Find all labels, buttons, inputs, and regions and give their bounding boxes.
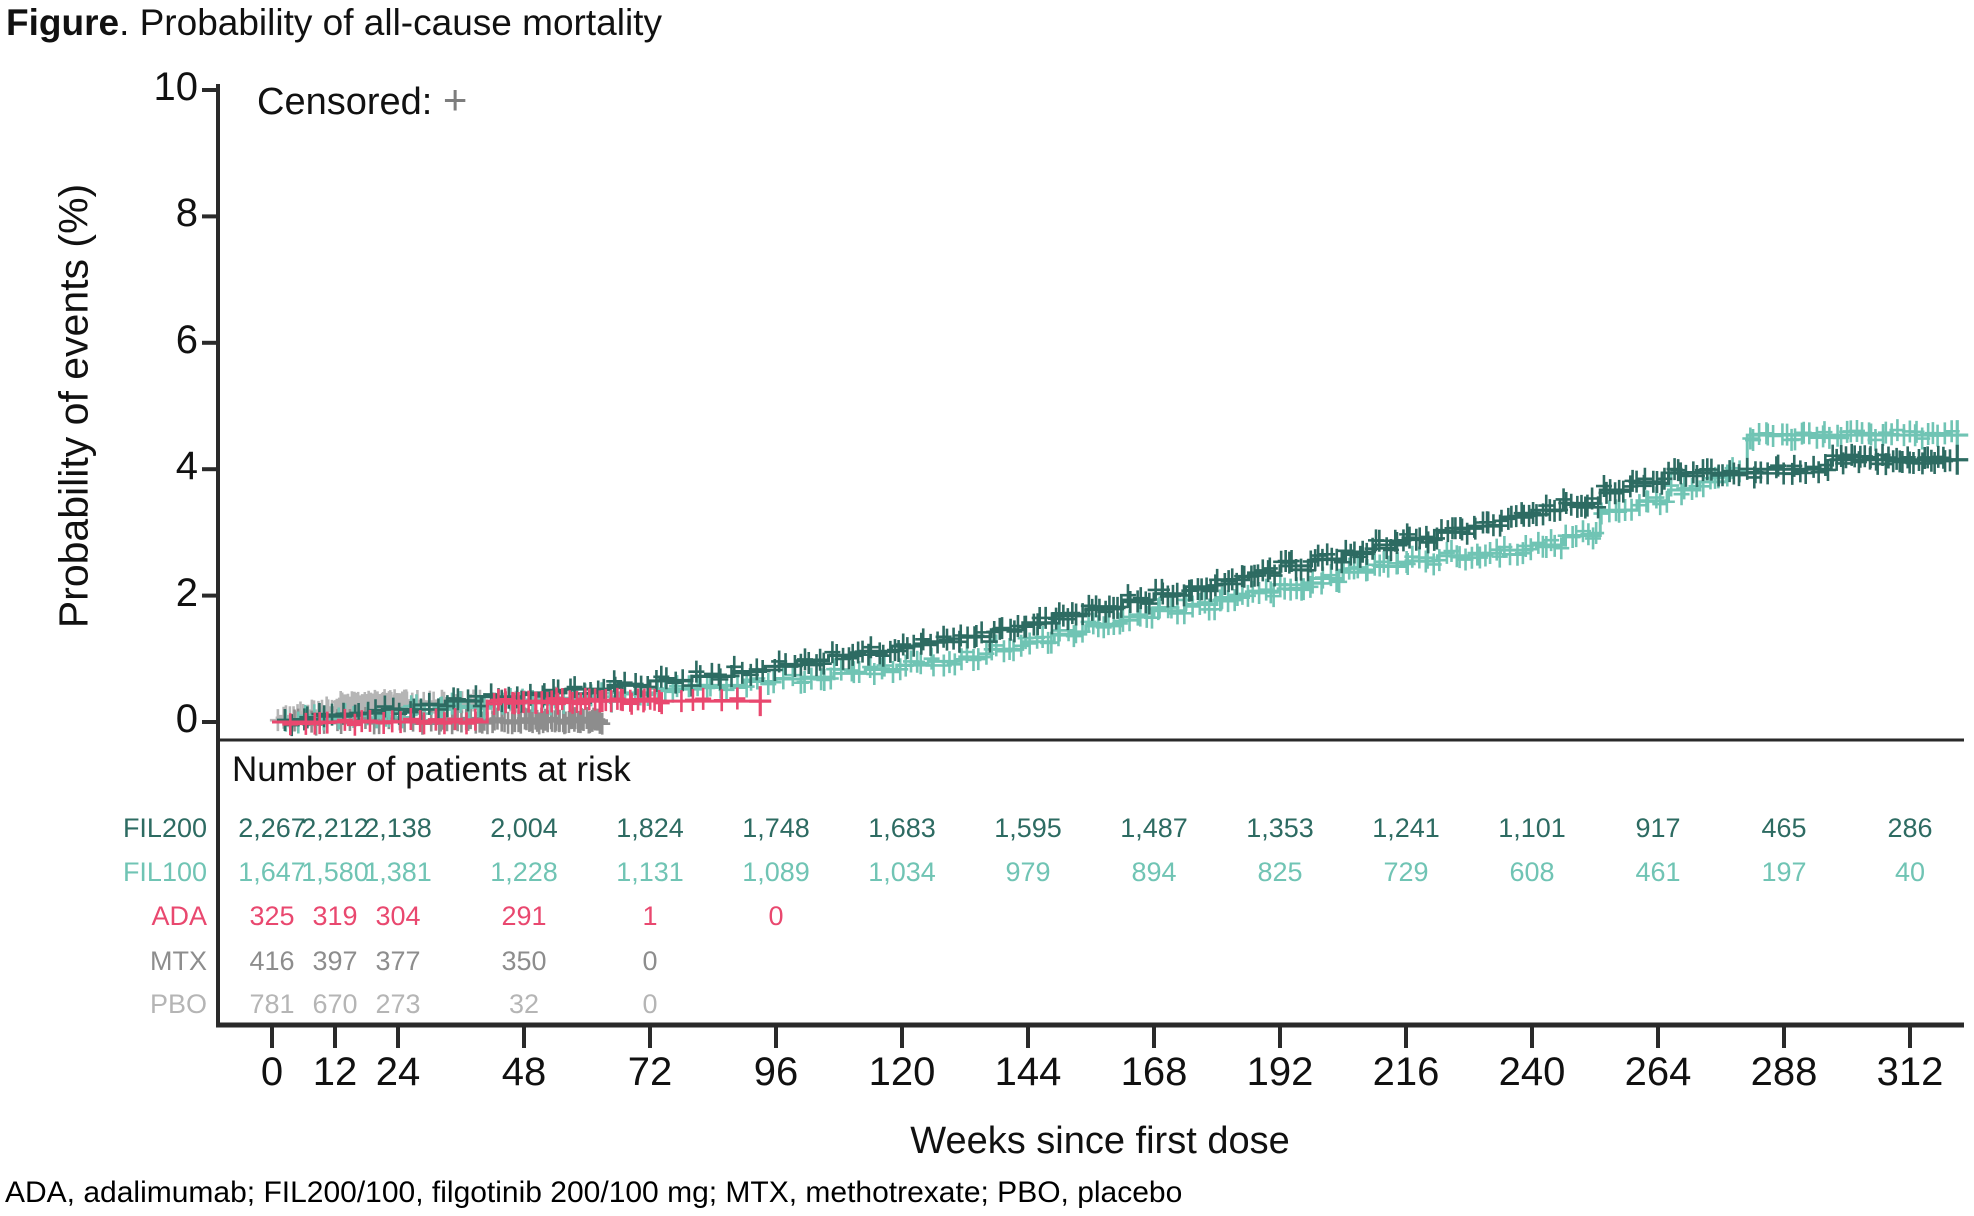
risk-value: 2,004 <box>490 813 558 843</box>
risk-value: 397 <box>312 946 358 976</box>
risk-value: 0 <box>642 989 658 1019</box>
x-tick-label: 288 <box>1750 1050 1818 1094</box>
risk-value: 2,138 <box>364 813 432 843</box>
fil100-series <box>272 419 1969 734</box>
risk-row-label-fil100: FIL100 <box>122 857 207 887</box>
risk-value: 1,824 <box>616 813 684 843</box>
fil200-terminal-censor-icon <box>1946 444 1969 475</box>
risk-value: 1,131 <box>616 857 684 887</box>
x-tick-label: 264 <box>1624 1050 1692 1094</box>
x-tick-label: 96 <box>753 1050 799 1094</box>
risk-value: 825 <box>1257 857 1303 887</box>
x-tick-label: 312 <box>1876 1050 1944 1094</box>
ada-terminal-censor-icon <box>749 686 772 717</box>
risk-value: 1,647 <box>238 857 306 887</box>
risk-value: 729 <box>1383 857 1429 887</box>
risk-value: 32 <box>508 989 540 1019</box>
risk-value: 1 <box>642 901 658 931</box>
risk-value: 1,595 <box>994 813 1062 843</box>
y-tick-label: 2 <box>175 570 198 615</box>
risk-value: 894 <box>1131 857 1177 887</box>
figure-title: Figure. Probability of all-cause mortali… <box>6 2 662 44</box>
risk-value: 0 <box>642 946 658 976</box>
risk-value: 197 <box>1761 857 1807 887</box>
x-tick-label: 144 <box>994 1050 1062 1094</box>
y-axis-label: Probability of events (%) <box>50 183 97 629</box>
fil200-series <box>272 443 1969 737</box>
x-tick-label: 168 <box>1120 1050 1188 1094</box>
risk-value: 608 <box>1509 857 1555 887</box>
y-tick-label: 6 <box>175 317 198 362</box>
risk-value: 1,241 <box>1372 813 1440 843</box>
risk-value: 1,101 <box>1498 813 1566 843</box>
risk-value: 1,683 <box>868 813 936 843</box>
x-tick-label: 120 <box>868 1050 936 1094</box>
risk-row-label-ada: ADA <box>151 901 207 931</box>
x-tick-label: 0 <box>260 1050 284 1094</box>
risk-row-label-mtx: MTX <box>150 946 207 976</box>
risk-value: 0 <box>768 901 784 931</box>
x-tick-label: 24 <box>375 1050 421 1094</box>
y-tick-label: 8 <box>175 191 198 236</box>
risk-value: 1,353 <box>1246 813 1314 843</box>
x-tick-label: 240 <box>1498 1050 1566 1094</box>
risk-value: 2,267 <box>238 813 306 843</box>
censored-legend: Censored: + <box>257 76 467 124</box>
censor-plus-icon: + <box>442 76 468 123</box>
risk-value: 286 <box>1887 813 1933 843</box>
risk-value: 40 <box>1894 857 1926 887</box>
risk-value: 917 <box>1635 813 1681 843</box>
risk-value: 670 <box>312 989 358 1019</box>
censored-legend-label: Censored: <box>257 81 433 123</box>
fil200-curve <box>272 458 1958 724</box>
x-tick-label: 48 <box>501 1050 547 1094</box>
risk-value: 325 <box>249 901 295 931</box>
risk-row-label-fil200: FIL200 <box>122 813 207 843</box>
y-tick-label: 4 <box>175 444 198 489</box>
risk-table-header: Number of patients at risk <box>232 750 631 789</box>
risk-value: 979 <box>1005 857 1051 887</box>
x-tick-label: 72 <box>627 1050 673 1094</box>
x-tick-label: 216 <box>1372 1050 1440 1094</box>
x-tick-label: 12 <box>312 1050 358 1094</box>
risk-value: 2,212 <box>301 813 369 843</box>
risk-value: 1,089 <box>742 857 810 887</box>
y-tick-label: 10 <box>153 65 199 109</box>
risk-value: 781 <box>249 989 295 1019</box>
ada-series <box>272 686 772 736</box>
abbreviations-footnote: ADA, adalimumab; FIL200/100, filgotinib … <box>5 1176 1183 1209</box>
risk-value: 273 <box>375 989 421 1019</box>
risk-value: 461 <box>1635 857 1681 887</box>
risk-value: 1,228 <box>490 857 558 887</box>
risk-value: 416 <box>249 946 295 976</box>
risk-value: 1,580 <box>301 857 369 887</box>
risk-row-label-pbo: PBO <box>149 989 207 1019</box>
risk-value: 350 <box>501 946 547 976</box>
x-axis-title: Weeks since first dose <box>910 1120 1290 1162</box>
figure-title-text: . Probability of all-cause mortality <box>119 2 662 43</box>
risk-value: 1,034 <box>868 857 936 887</box>
risk-value: 1,748 <box>742 813 810 843</box>
y-tick-label: 0 <box>175 697 198 741</box>
risk-value: 377 <box>375 946 421 976</box>
risk-value: 319 <box>312 901 358 931</box>
x-tick-label: 192 <box>1246 1050 1314 1094</box>
risk-value: 1,381 <box>364 857 432 887</box>
risk-value: 291 <box>501 901 547 931</box>
risk-value: 465 <box>1761 813 1807 843</box>
ada-censor-marks <box>282 687 746 736</box>
figure-title-label: Figure <box>6 2 120 43</box>
risk-value: 1,487 <box>1120 813 1188 843</box>
fil200-censor-marks <box>276 443 1958 737</box>
risk-value: 304 <box>375 901 421 931</box>
